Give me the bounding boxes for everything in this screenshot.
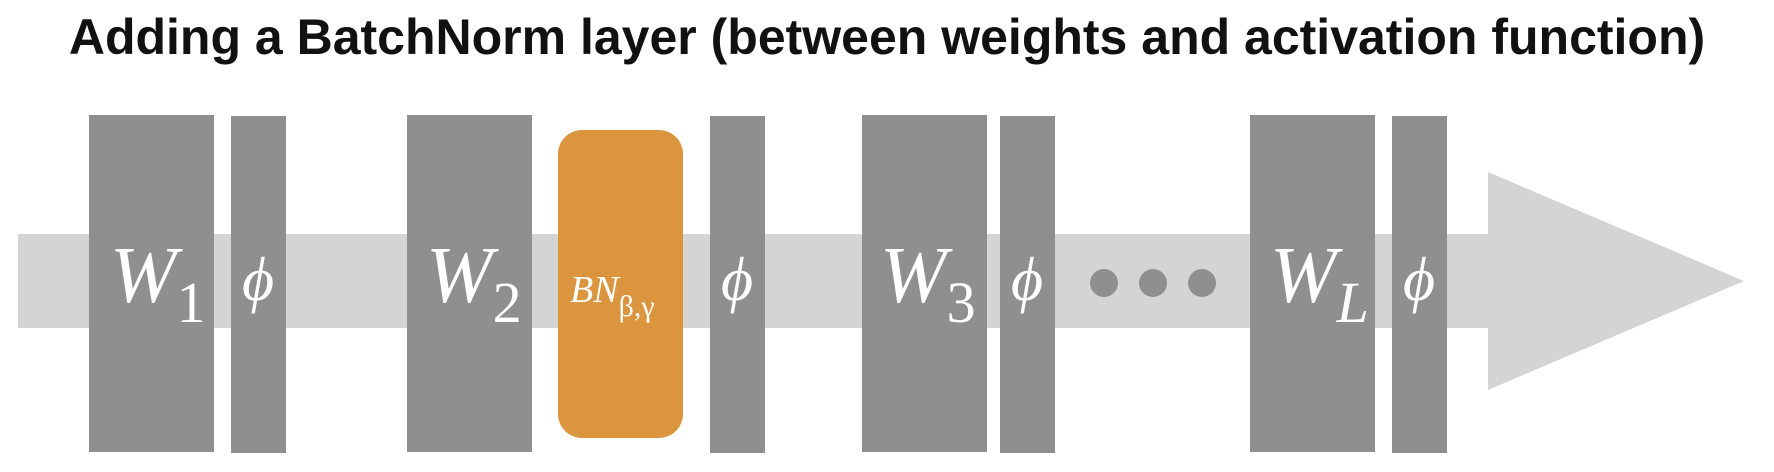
ellipsis-dot [1188, 269, 1216, 297]
weight-block-2-label: W2 [426, 232, 522, 335]
weight-block-l-label: WL [1270, 232, 1369, 335]
batchnorm-block: BNβ,γ [558, 130, 683, 438]
weight-block-2: W2 [407, 115, 532, 452]
activation-block-l: ϕ [1392, 116, 1447, 453]
phi-symbol-l: ϕ [1403, 246, 1435, 314]
activation-block-3: ϕ [1000, 116, 1055, 453]
ellipsis-dots [1090, 269, 1216, 297]
activation-block-2: ϕ [710, 116, 765, 453]
activation-block-1: ϕ [231, 116, 286, 453]
ellipsis-dot [1090, 269, 1118, 297]
flow-arrow-head [1488, 172, 1744, 390]
phi-symbol-1: ϕ [242, 246, 274, 314]
weight-block-1-label: W1 [110, 232, 206, 335]
weight-block-1: W1 [89, 115, 214, 452]
phi-symbol-2: ϕ [721, 246, 753, 314]
weight-block-l: WL [1250, 115, 1375, 452]
batchnorm-label: BNβ,γ [570, 269, 655, 323]
phi-symbol-3: ϕ [1011, 246, 1043, 314]
weight-block-3: W3 [862, 115, 987, 452]
diagram-title: Adding a BatchNorm layer (between weight… [68, 9, 1706, 65]
weight-block-3-label: W3 [880, 232, 976, 335]
ellipsis-dot [1139, 269, 1167, 297]
